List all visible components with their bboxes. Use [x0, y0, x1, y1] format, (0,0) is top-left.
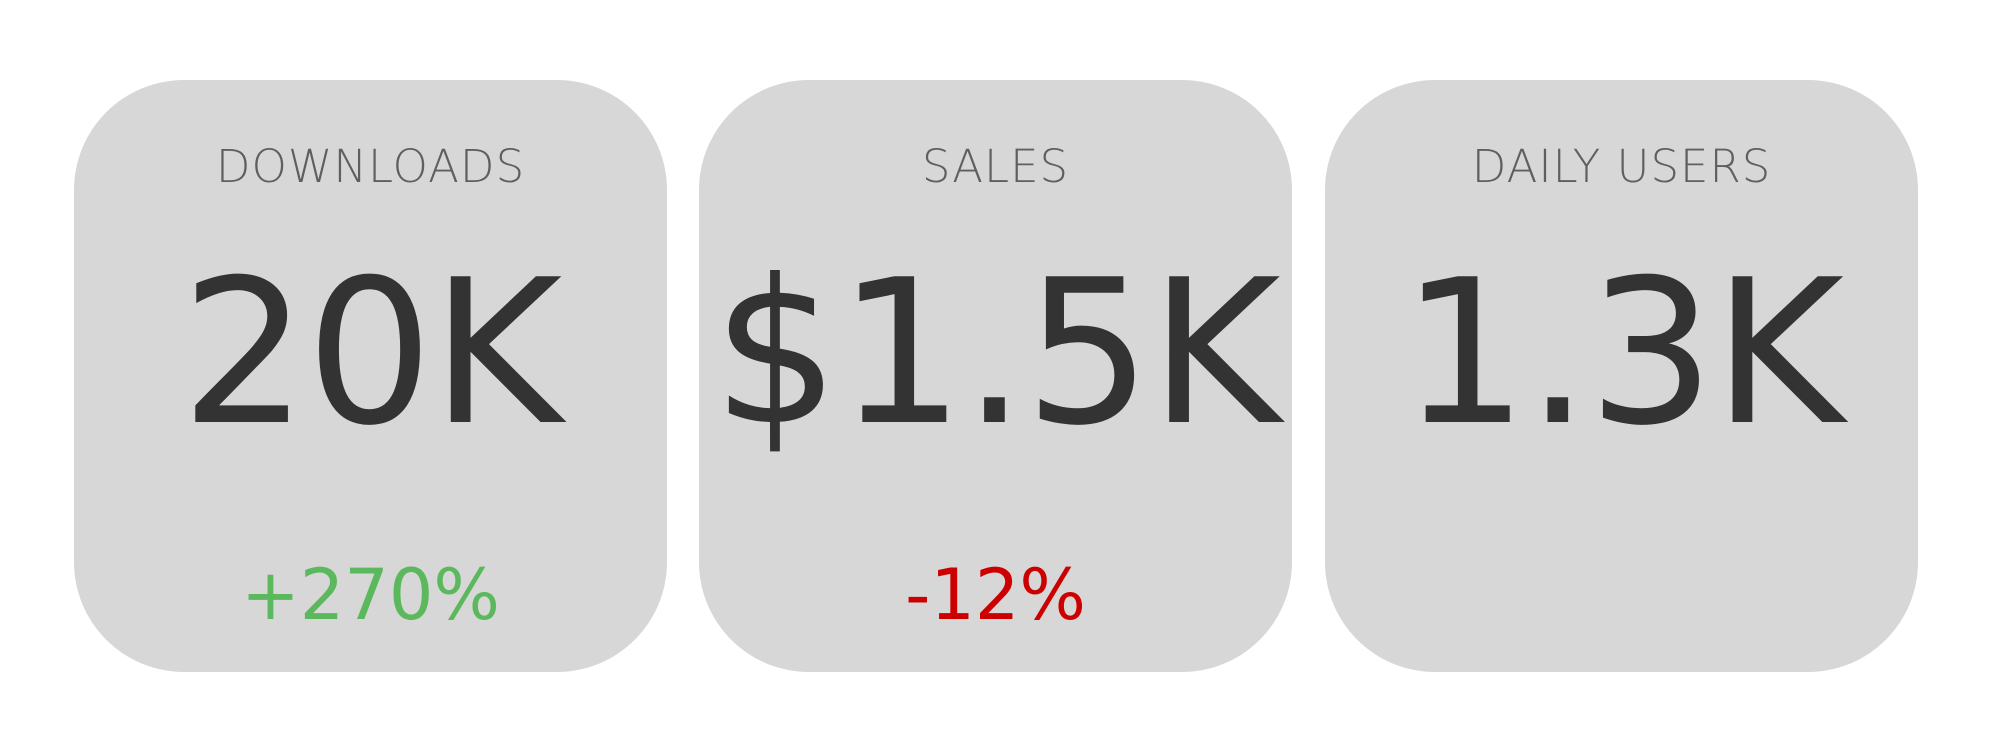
card-value: 20K: [180, 237, 563, 470]
card-label: DOWNLOADS: [215, 140, 526, 193]
downloads-card: DOWNLOADS 20K +270%: [74, 80, 667, 672]
kpi-cards: DOWNLOADS 20K +270% SALES $1.5K -12% DAI…: [74, 80, 1920, 672]
daily-users-card: DAILY USERS 1.3K: [1325, 80, 1918, 672]
card-value: 1.3K: [1400, 237, 1844, 470]
card-label: SALES: [921, 140, 1070, 193]
card-change: +270%: [241, 554, 500, 636]
card-label: DAILY USERS: [1471, 140, 1772, 193]
sales-card: SALES $1.5K -12%: [699, 80, 1292, 672]
card-value: $1.5K: [712, 237, 1280, 470]
card-change: -12%: [905, 554, 1086, 636]
